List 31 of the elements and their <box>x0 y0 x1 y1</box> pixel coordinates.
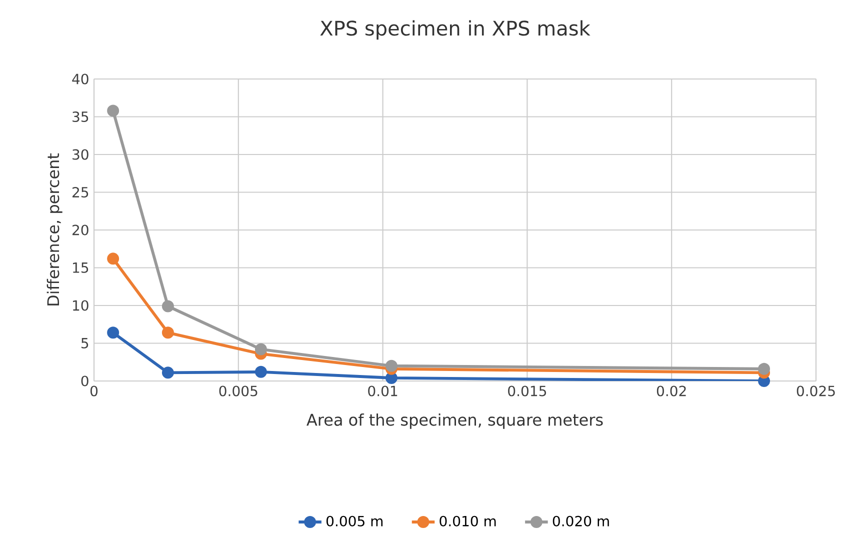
x-tick-label: 0.025 <box>796 386 835 396</box>
y-tick-label: 40 <box>72 74 88 84</box>
y-tick-label: 10 <box>73 300 88 311</box>
x-tick-label: 0.01 <box>368 386 398 396</box>
point <box>162 326 174 339</box>
point <box>107 104 120 117</box>
y-tick-label: 0 <box>81 376 88 386</box>
x-tick-label: 0.02 <box>656 386 686 396</box>
point <box>162 300 174 312</box>
point <box>254 343 267 356</box>
point <box>254 366 267 378</box>
y-axis-title: Difference, percent <box>46 153 62 306</box>
legend-label: 0.020 m <box>552 516 609 526</box>
point <box>162 366 174 379</box>
chart-title: XPS specimen in XPS mask <box>320 20 590 40</box>
legend-label: 0.005 m <box>326 516 383 526</box>
x-tick-label: 0 <box>90 386 98 396</box>
y-tick-label: 30 <box>72 149 88 160</box>
y-tick-label: 5 <box>81 338 88 348</box>
point <box>758 362 770 375</box>
x-tick-label: 0.005 <box>219 386 258 396</box>
x-tick-label: 0.015 <box>508 386 546 396</box>
point <box>107 326 120 339</box>
y-tick-label: 25 <box>72 186 88 198</box>
y-tick-label: 15 <box>73 262 88 273</box>
legend-label: 0.010 m <box>440 516 496 526</box>
point <box>107 252 120 265</box>
y-tick-label: 20 <box>72 224 88 236</box>
y-tick-label: 35 <box>72 111 88 122</box>
point <box>385 360 398 372</box>
x-axis-title: Area of the specimen, square meters <box>306 413 603 429</box>
